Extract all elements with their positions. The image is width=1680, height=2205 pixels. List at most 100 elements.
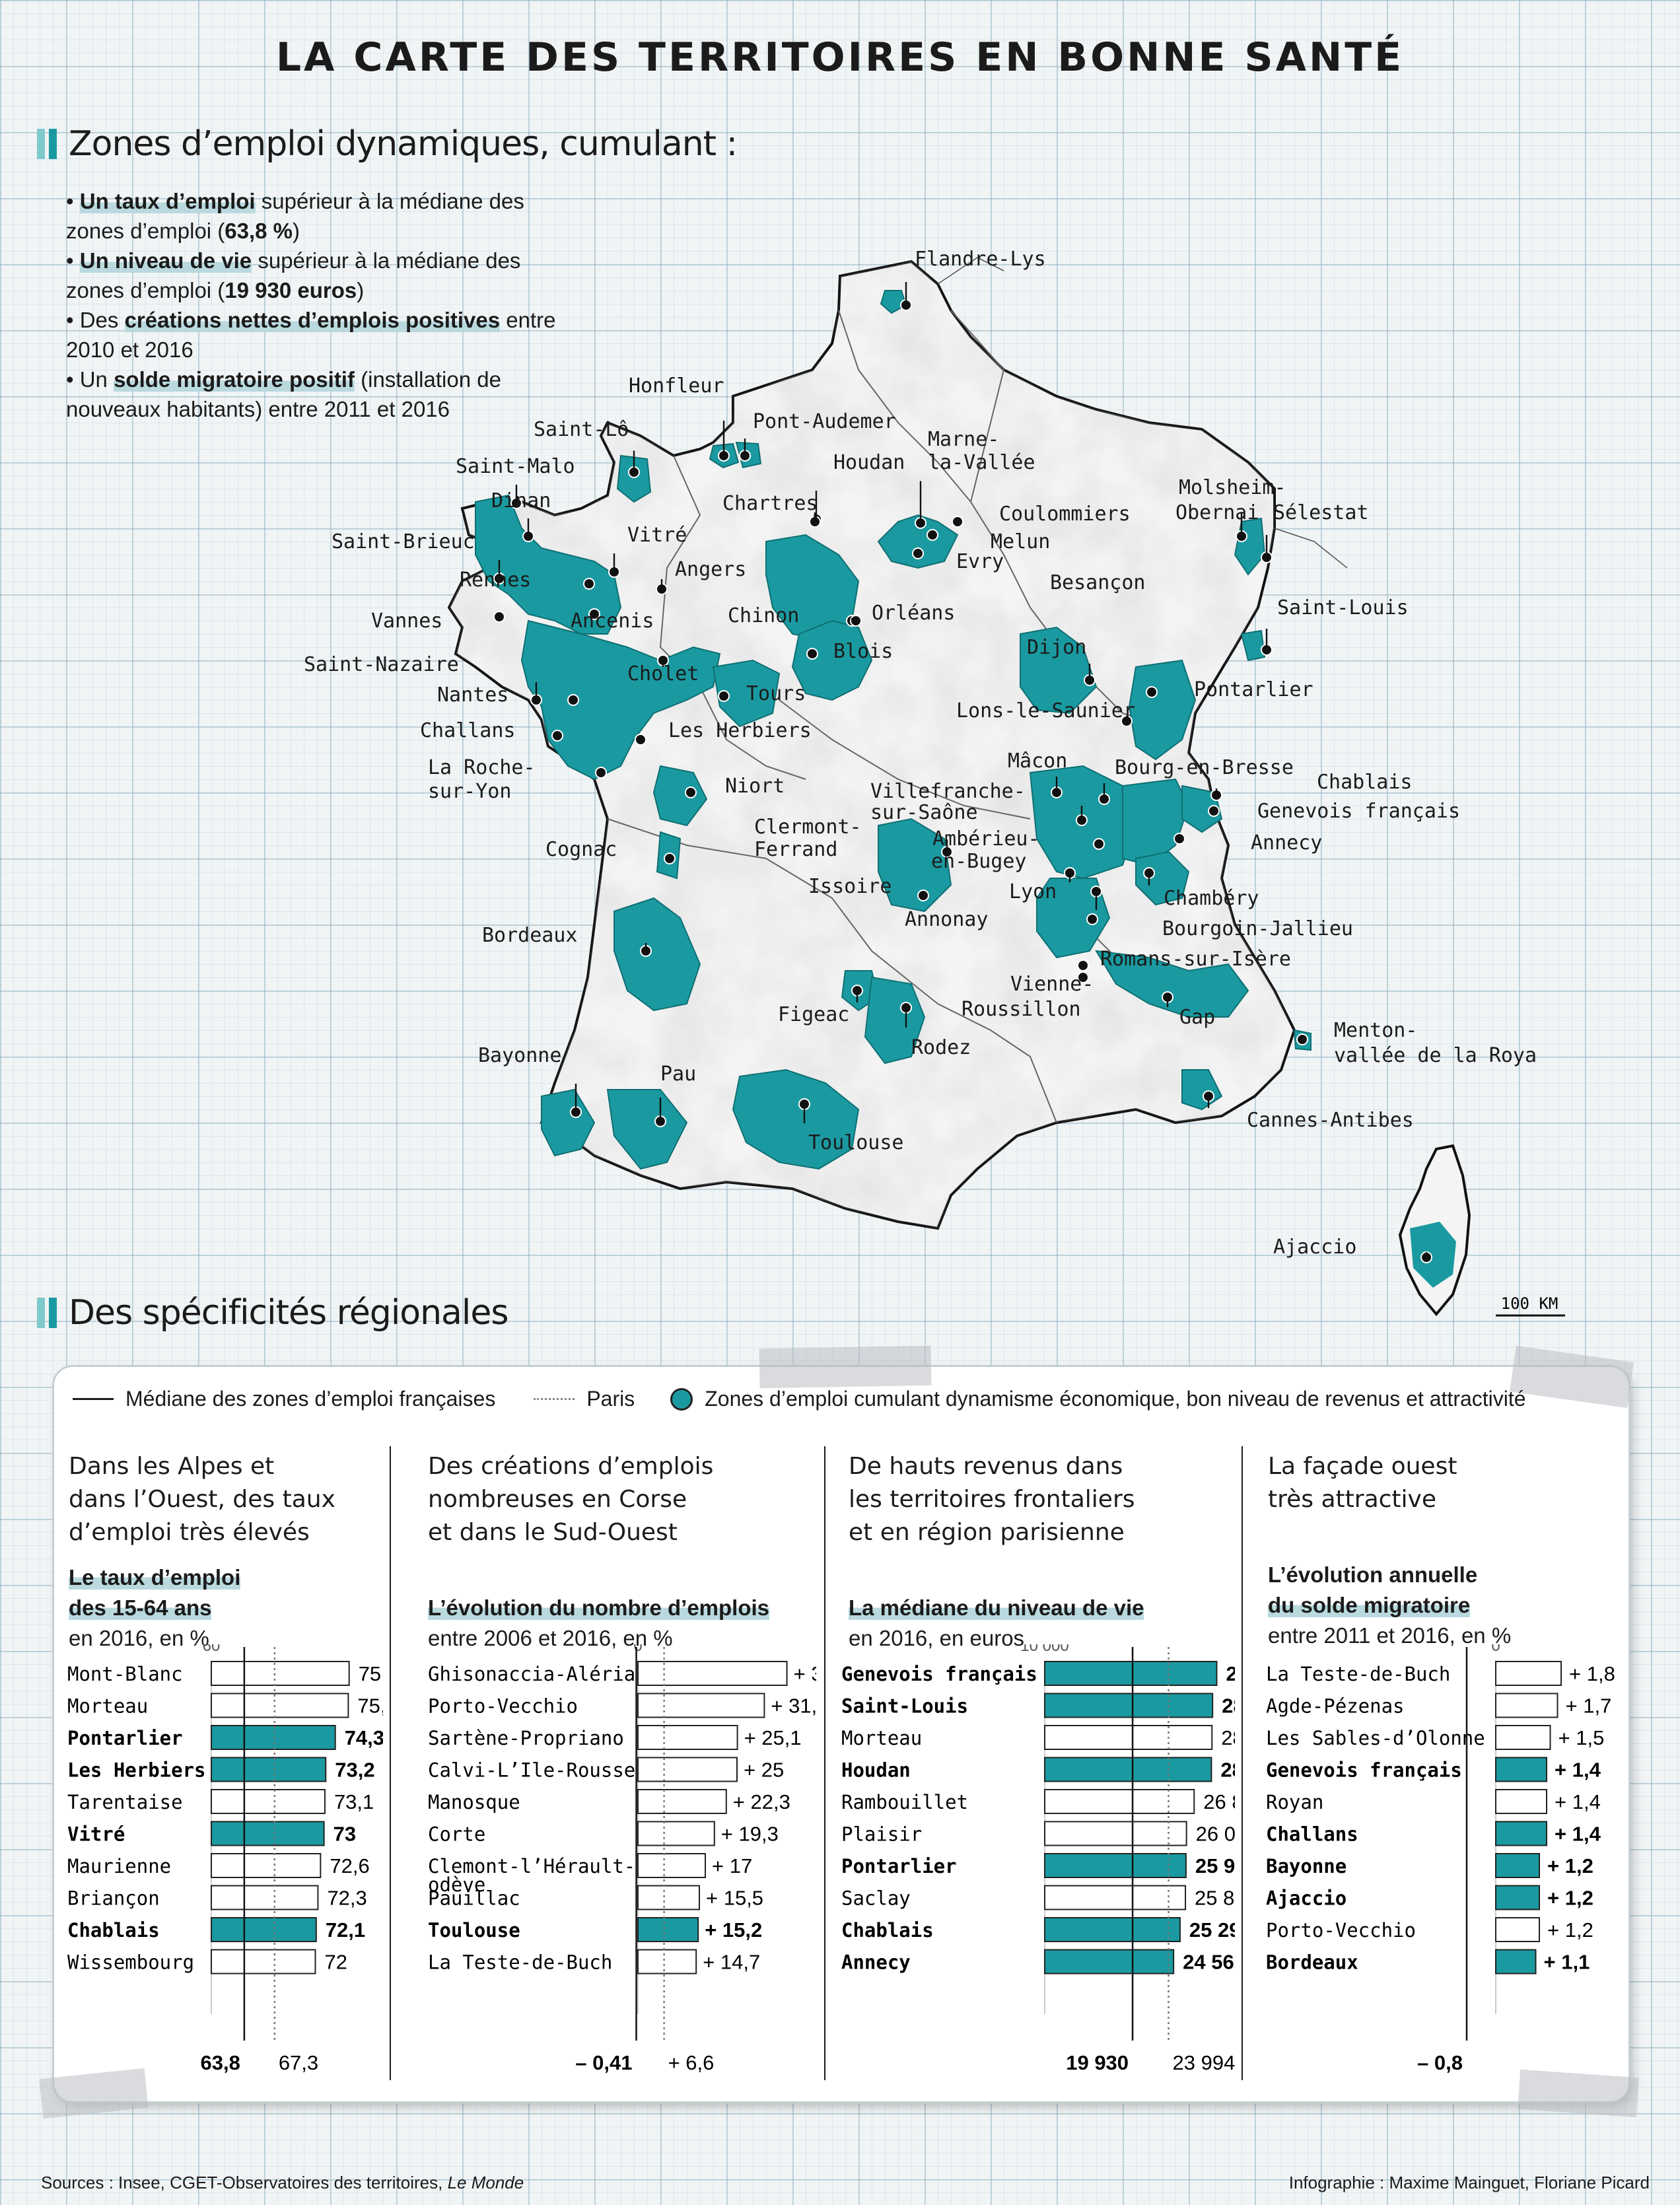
map-label: Genevois français [1257, 800, 1460, 823]
map-label: Angers [675, 558, 746, 581]
map-label: Chambéry [1164, 887, 1259, 910]
bar-label: Calvi-L’Ile-Rousse [428, 1759, 635, 1782]
legend-zones: Zones d’emploi cumulant dynamisme économ… [705, 1387, 1526, 1411]
map-label: Bourgoin-Jallieu [1162, 917, 1353, 940]
map-label: Obernai [1175, 501, 1259, 524]
map-label: Nantes [437, 683, 508, 707]
column-job-creation: Des créations d’emplois nombreuses en Cor… [428, 1450, 811, 1654]
bar-value: 28 967 [1222, 1695, 1235, 1718]
legend-paris: Paris [586, 1387, 635, 1411]
map-label: Orléans [872, 602, 955, 625]
corsica [1398, 1144, 1471, 1317]
map-label: Vannes [371, 610, 442, 633]
bar-value: 72,3 [327, 1887, 367, 1910]
bar-value: 26 882 [1203, 1790, 1235, 1813]
bar [1495, 1917, 1540, 1942]
bar-label: Pauillac [428, 1887, 520, 1910]
map-label: sur-Saône [870, 801, 978, 824]
chart-living-standard: 10 000 Genevois français 29 438 Saint-Louis… [841, 1644, 1235, 2074]
bar-value: 25 899 [1195, 1887, 1235, 1910]
median-value: – 0,8 [1417, 2051, 1463, 2074]
map-label: Annonay [905, 908, 988, 931]
bar-label: Sartène-Propriano [428, 1727, 624, 1749]
bar-label: Bayonne [1266, 1855, 1347, 1877]
map-label: vallée de la Roya [1334, 1044, 1537, 1067]
bar-value: + 19,3 [721, 1823, 779, 1846]
map-label: Ancenis [571, 610, 654, 633]
map-label: Challans [420, 719, 516, 742]
chart-subtitle: La médiane du niveau de vie en 2016, en … [849, 1595, 1144, 1650]
median-value: – 0,41 [575, 2051, 632, 2074]
bar-label: Genevois français [1266, 1759, 1462, 1782]
bar [1495, 1853, 1540, 1878]
map-label: Evry [956, 550, 1004, 573]
bar-label: Porto-Vecchio [1266, 1919, 1416, 1942]
axis-tick-label: 60 [203, 1644, 221, 1655]
section-title-zones: Zones d’emploi dynamiques, cumulant : [69, 124, 738, 164]
map-label: Cognac [545, 838, 617, 861]
bar [637, 1821, 715, 1846]
bar [1495, 1789, 1547, 1814]
france-map: Flandre-Lys Honfleur Pont-Audemer Saint-Lô H… [304, 248, 1565, 1317]
section-heading-regional: Des spécificités régionales [37, 1293, 508, 1333]
dynamic-zones [475, 290, 1312, 1170]
bar-value: + 1,2 [1547, 1887, 1593, 1910]
bar [637, 1661, 788, 1686]
bar [1044, 1821, 1187, 1846]
map-label: Bordeaux [482, 924, 578, 947]
map-label: Chablais [1317, 771, 1413, 794]
bar-value: + 31,9 [771, 1695, 816, 1718]
median-value: 63,8 [201, 2051, 240, 2074]
map-label: Blois [833, 640, 893, 663]
bar-value: + 1,4 [1555, 1790, 1601, 1813]
map-label: Dijon [1027, 636, 1086, 659]
bar-label: Annecy [841, 1951, 911, 1974]
chart-subtitle: L’évolution annuelle du solde migratoire… [1268, 1562, 1512, 1648]
bar [1495, 1693, 1558, 1718]
bar-value: 25 961 [1195, 1854, 1235, 1877]
bar-label: Corte [428, 1823, 485, 1846]
map-label: Cholet [627, 662, 699, 685]
bar [211, 1725, 336, 1750]
zone-dot-icon [670, 1387, 693, 1411]
bar-value: 25 291 [1189, 1918, 1235, 1942]
map-label: Cannes-Antibes [1247, 1109, 1414, 1132]
map-label: La Roche- [428, 756, 536, 779]
bar-value: + 15,2 [705, 1918, 762, 1942]
place-labels: Flandre-Lys Honfleur Pont-Audemer Saint-Lô H… [304, 248, 1537, 1259]
column-divider [390, 1446, 391, 2080]
bar [1495, 1885, 1540, 1910]
bar [637, 1917, 699, 1942]
bar-label: Challans [1266, 1823, 1358, 1846]
median-line-swatch [73, 1398, 114, 1400]
bar-value: + 25,1 [744, 1726, 802, 1749]
tape-strip [759, 1345, 932, 1389]
bar-label: Les Herbiers [67, 1759, 206, 1782]
bar-value: 26 019 [1196, 1823, 1235, 1846]
bar [211, 1917, 317, 1942]
main-title: LA CARTE DES TERRITOIRES EN BONNE SANTÉ [275, 34, 1405, 81]
chart-job-creation: 0 Ghisonaccia-Aléria + 37,6 Porto-Vecchio + … [428, 1644, 816, 2074]
axis-tick-label: 10 000 [1020, 1644, 1068, 1655]
map-label: Pont-Audemer [753, 410, 896, 433]
paris-value: 67,3 [279, 2051, 318, 2074]
map-label: Marne- [928, 428, 999, 451]
bar [637, 1725, 738, 1750]
bar-label: Wissembourg [67, 1951, 194, 1974]
map-label: Dinan [491, 489, 551, 512]
bar-label: Houdan [841, 1759, 911, 1782]
column-heading: Dans les Alpes et dans l’Ouest, des taux d… [69, 1453, 335, 1546]
map-label: Chartres [722, 492, 818, 515]
bar-value: + 25 [744, 1759, 784, 1782]
bar-label: Briançon [67, 1887, 160, 1910]
map-label: la-Vallée [928, 451, 1035, 474]
bar-value: 72 [325, 1951, 347, 1974]
bar [1044, 1725, 1213, 1750]
column-heading: Des créations d’emplois nombreuses en Cor… [428, 1453, 714, 1546]
bar [637, 1949, 697, 1975]
axis-tick-label: 0 [1491, 1644, 1500, 1655]
neighbor-borders [937, 257, 1348, 569]
map-label: Besançon [1050, 571, 1146, 594]
bar-label: Morteau [841, 1727, 922, 1749]
bar [1044, 1917, 1181, 1942]
